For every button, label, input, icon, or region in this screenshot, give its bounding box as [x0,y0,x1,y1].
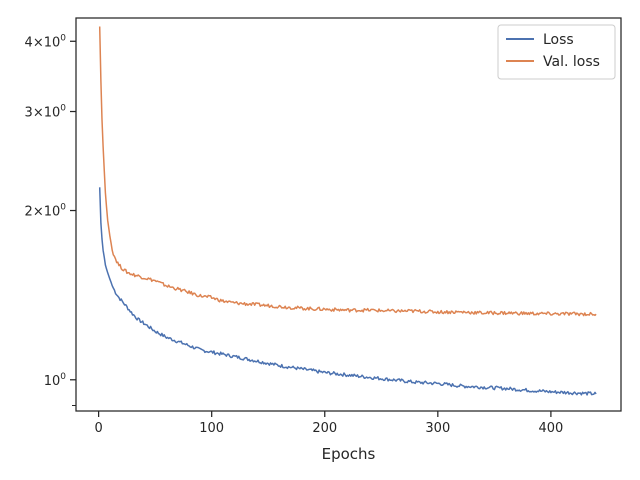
y-axis: 100 2×100 3×100 4×100 [25,33,76,407]
plot-area [75,17,622,412]
series-layer [98,26,597,396]
x-tick-label: 400 [538,421,563,436]
x-axis: 0 100 200 300 400 [94,411,563,436]
x-axis-title: Epochs [322,445,376,463]
y-tick-label: 3×100 [25,104,67,121]
legend: Loss Val. loss [497,24,616,80]
series-line-loss [98,187,597,396]
y-tick-label: 100 [44,372,67,389]
y-tick-label: 2×100 [25,203,67,220]
legend-label-loss: Loss [543,32,574,48]
x-tick-label: 0 [94,421,102,436]
x-tick-label: 200 [312,421,337,436]
legend-label-val-loss: Val. loss [543,54,600,70]
x-tick-label: 100 [199,421,224,436]
y-tick-label: 4×100 [25,33,67,50]
series-line-val-loss [98,26,597,317]
axes-frame [75,17,622,412]
x-tick-label: 300 [425,421,450,436]
